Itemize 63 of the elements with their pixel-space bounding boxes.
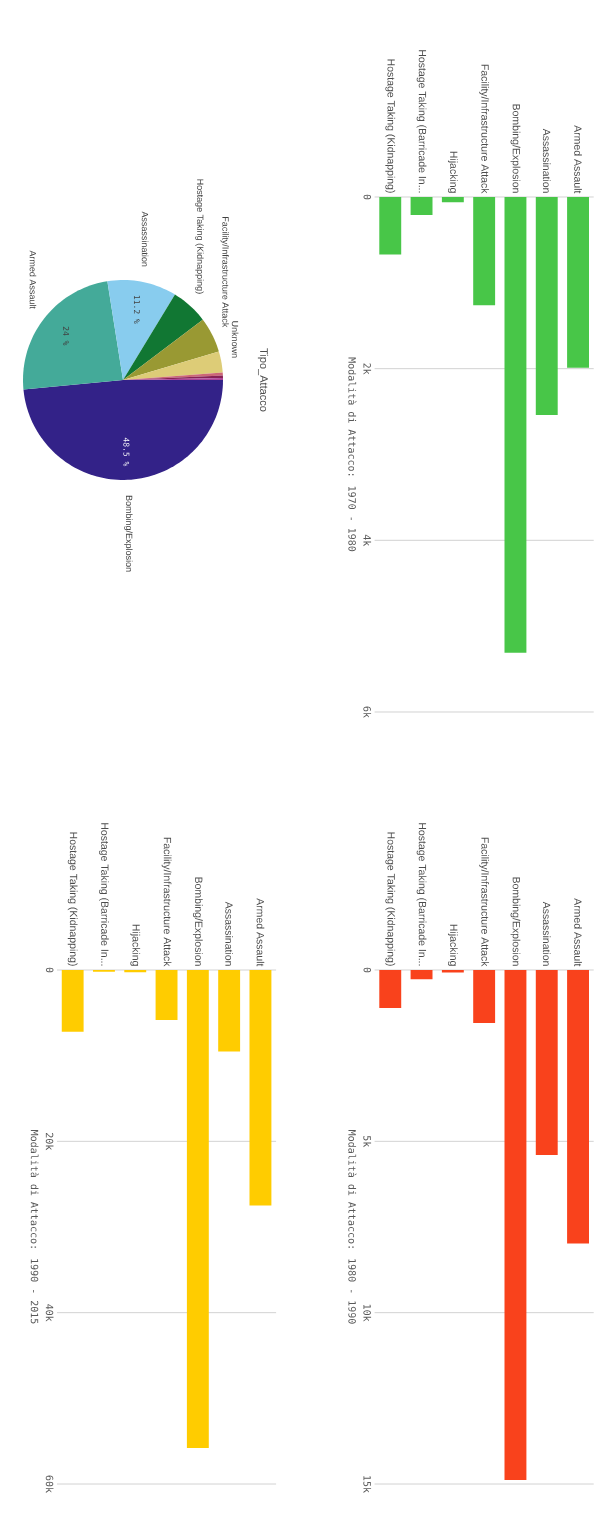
bar xyxy=(535,197,558,416)
data-label: 11.2 % xyxy=(133,295,140,324)
bar xyxy=(249,970,272,1206)
bar xyxy=(379,197,402,255)
x-tick-label: Hostage Taking (Barricade In... xyxy=(416,823,427,966)
bar xyxy=(567,970,589,1244)
y-tick-label: 5k xyxy=(363,1136,372,1148)
x-tick-label: Hijacking xyxy=(130,924,141,966)
bar xyxy=(567,197,589,368)
y-tick-label: 4k xyxy=(363,534,372,547)
y-tick-label: 10k xyxy=(363,1304,372,1322)
slice-label: Armed Assault xyxy=(29,250,37,309)
bar xyxy=(218,970,241,1052)
slice-label: Unknown xyxy=(231,321,239,358)
text: Tipo_Attacco xyxy=(257,348,269,412)
bar xyxy=(61,970,84,1032)
bar xyxy=(410,970,433,980)
y-tick-label: 15k xyxy=(363,1476,372,1493)
x-tick-label: Facility/Infrastructure Attack xyxy=(479,64,490,194)
bar xyxy=(504,970,527,1480)
y-tick-label: 40k xyxy=(45,1304,54,1322)
slice-label: Assassination xyxy=(141,211,149,267)
y-axis-title: Modalità di Attacco: 1970 - 1980 xyxy=(348,357,357,552)
y-tick-label: 0 xyxy=(45,967,54,973)
bar xyxy=(410,197,433,216)
x-tick-label: Armed Assault xyxy=(574,125,582,194)
data-label: 24 % xyxy=(63,326,70,346)
y-tick-label: 20k xyxy=(45,1133,54,1151)
y-tick-label: 0 xyxy=(363,194,372,200)
bar xyxy=(473,197,496,306)
x-tick-label: Hostage Taking (Kidnapping) xyxy=(67,832,78,966)
y-axis-title: Modalità di Attacco: 1990 - 2015 xyxy=(30,1130,39,1324)
x-tick-label: Armed Assault xyxy=(574,898,582,967)
x-tick-label: Bombing/Explosion xyxy=(192,877,203,966)
y-tick-label: 6k xyxy=(363,706,372,718)
y-axis-title: Modalità di Attacco: 1980 - 1990 xyxy=(348,1130,357,1324)
x-tick-label: Hostage Taking (Barricade In... xyxy=(416,50,427,193)
x-tick-label: Assassination xyxy=(542,128,551,193)
x-tick-label: Assassination xyxy=(542,901,551,966)
bar xyxy=(155,970,178,1021)
slice-label: Bombing/Explosion xyxy=(124,495,133,572)
bar xyxy=(186,970,209,1449)
x-tick-label: Hijacking xyxy=(447,924,458,966)
x-tick-label: Bombing/Explosion xyxy=(510,104,521,193)
bar xyxy=(504,197,527,653)
data-label: 48.5 % xyxy=(123,437,130,467)
bar xyxy=(441,197,464,203)
bar xyxy=(535,970,558,1156)
x-tick-label: Facility/Infrastructure Attack xyxy=(479,837,490,967)
slice-label: Facility/Infrastructure Attack xyxy=(220,217,229,328)
x-tick-label: Hostage Taking (Kidnapping) xyxy=(385,59,396,193)
y-tick-label: 60k xyxy=(45,1475,54,1493)
x-tick-label: Armed Assault xyxy=(256,898,265,967)
bar xyxy=(379,970,402,1009)
bar xyxy=(473,970,496,1024)
y-tick-label: 0 xyxy=(363,967,372,973)
x-tick-label: Hijacking xyxy=(447,151,458,193)
y-tick-label: 2k xyxy=(363,363,372,375)
x-tick-label: Bombing/Explosion xyxy=(510,877,521,966)
x-tick-label: Facility/Infrastructure Attack xyxy=(161,837,172,967)
x-tick-label: Hostage Taking (Barricade In... xyxy=(99,823,109,966)
x-tick-label: Assassination xyxy=(225,901,233,966)
x-tick-label: Hostage Taking (Kidnapping) xyxy=(385,832,396,966)
